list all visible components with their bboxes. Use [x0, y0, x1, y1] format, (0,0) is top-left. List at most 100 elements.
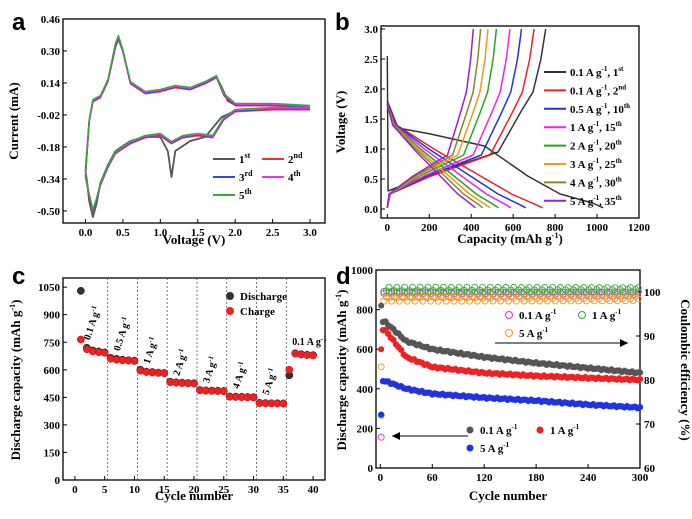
d-ytick-label: 1000 — [351, 265, 374, 277]
c-charge-point — [219, 387, 228, 396]
a-legend-label-base: 4 — [288, 172, 294, 184]
d-ce-point — [388, 288, 396, 295]
c-charge-point — [190, 379, 198, 388]
d-ce-point — [377, 433, 385, 441]
a-legend-label-sup: rd — [245, 169, 254, 178]
d-ce-legend-label: 1 A g-1 — [592, 308, 622, 322]
d-ce-point — [380, 287, 388, 295]
a-legend-label-base: 3 — [239, 172, 245, 184]
c-rate-label: 2 A g-1 — [170, 347, 191, 377]
b-legend-label-sup2: th — [616, 157, 622, 165]
d-capacity-legend-label: 1 A g-1 — [550, 423, 580, 437]
c-legend-marker — [226, 307, 234, 315]
b-legend-label-sup1: -1 — [593, 175, 599, 183]
a-y-axis-label: Current (mA) — [6, 82, 21, 159]
d-ce-point — [390, 293, 398, 301]
d-ce-legend-label: 5 A g-1 — [519, 326, 549, 340]
c-ytick-label: 0 — [55, 475, 61, 487]
c-xtick-label: 15 — [159, 484, 171, 496]
c-xtick-label: 0 — [72, 484, 78, 496]
d-y2tick-label: 100 — [644, 287, 661, 299]
b-legend-label-base: 0.1 A g — [570, 67, 602, 79]
b-charge-curve — [386, 28, 547, 192]
b-ytick-label: 1.5 — [364, 114, 378, 126]
c-charge-point — [285, 365, 294, 374]
d-ce-point — [634, 295, 642, 303]
a-xtick-label: 1.5 — [191, 227, 205, 239]
b-legend-label-sup1: -1 — [593, 157, 599, 165]
a-xtick-label: 0.0 — [79, 227, 93, 239]
b-legend-label: 3 A g-1, 25th — [570, 157, 622, 171]
b-legend-label-sup2: th — [616, 120, 622, 128]
a-legend-label-base: 2 — [288, 154, 294, 166]
a-legend-label-sup: th — [294, 169, 302, 178]
c-xtick-label: 20 — [189, 484, 201, 496]
d-capacity-legend-label-base: 5 A g — [480, 443, 504, 455]
b-legend-label-sup1: -1 — [593, 139, 599, 147]
a-xtick-label: 1.0 — [153, 227, 167, 239]
d-y2tick-label: 80 — [644, 375, 656, 387]
c-charge-point — [249, 393, 258, 402]
d-capacity-point — [378, 346, 385, 353]
d-ce-legend-marker — [505, 311, 513, 319]
c-rate-label: 0.5 A g-1 — [110, 315, 133, 352]
b-ytick-label: 0.5 — [364, 174, 378, 186]
a-legend-label: 2nd — [288, 151, 303, 166]
c-rate-label-sup: -1 — [176, 347, 186, 355]
b-legend-label-base: 4 A g — [570, 177, 594, 189]
b-x-axis-label: Capacity (mAh g-1) — [457, 231, 563, 246]
a-ytick-label: -0.18 — [37, 142, 60, 154]
d-capacity-legend-label-base: 0.1 A g — [480, 425, 512, 437]
b-discharge-curve — [386, 103, 512, 209]
d-ytick-label: 400 — [357, 384, 374, 396]
c-ytick-label: 150 — [44, 447, 61, 459]
c-rate-label-sup: -1 — [236, 360, 246, 368]
d-y2-axis-label: Coulombic efficiency (%) — [678, 299, 692, 441]
d-x-axis-label: Cycle number — [469, 488, 548, 503]
b-legend-label-sfx: , 35 — [599, 196, 616, 208]
a-frame — [62, 18, 326, 224]
c-rate-label-base: 2 A g — [172, 354, 189, 377]
b-charge-curve — [386, 28, 489, 208]
d-capacity-legend-label-sup: -1 — [511, 423, 517, 431]
d-capacity-point — [378, 411, 385, 418]
d-capacity-point — [636, 403, 644, 411]
a-ytick-label: 0.46 — [41, 14, 61, 26]
c-rate-label-sup: -1 — [321, 335, 327, 343]
c-ytick-label: 600 — [44, 365, 61, 377]
c-xtick-label: 30 — [248, 484, 260, 496]
c-legend-label: Charge — [240, 306, 275, 318]
b-legend-label-sfx: , 15 — [599, 122, 616, 134]
a-ytick-label: -0.34 — [37, 174, 60, 186]
panel-c-rate-capability-plot: 0 5 10 15 20 25 30 35 40 0 150 300 450 600 750 900 1050 C… — [8, 277, 327, 503]
c-rate-label: 4 A g-1 — [229, 360, 250, 390]
d-ytick-label: 600 — [357, 344, 374, 356]
d-ce-legend-label-base: 5 A g — [519, 328, 543, 340]
d-ce-point — [406, 293, 414, 301]
d-capacity-legend-marker — [466, 426, 474, 434]
d-xtick-label: 0 — [378, 472, 384, 484]
d-xtick-label: 240 — [580, 472, 597, 484]
b-legend-label: 2 A g-1, 20th — [570, 139, 622, 153]
d-y2tick-label: 70 — [644, 419, 656, 431]
d-ce-legend-marker — [505, 329, 513, 337]
c-xtick-label: 5 — [102, 484, 108, 496]
b-legend-label-base: 5 A g — [570, 196, 594, 208]
d-ce-point — [382, 293, 390, 301]
d-capacity-legend-label-sup: -1 — [503, 441, 509, 449]
a-x-axis-label: Voltage (V) — [163, 232, 226, 247]
a-legend-label-sup: nd — [294, 151, 303, 160]
c-rate-label-base: 4 A g — [231, 367, 248, 390]
c-xtick-label: 40 — [308, 484, 320, 496]
d-y-axis-label: Discharge capacity (mAh g-1) — [334, 290, 349, 451]
c-rate-label: 0.1 A g-1 — [292, 335, 327, 348]
b-x-axis-label-close: ) — [558, 231, 562, 246]
b-legend-label-sfx: , 20 — [599, 141, 616, 153]
a-ytick-label: 0.14 — [41, 78, 61, 90]
c-rate-label-base: 0.1 A g — [82, 311, 101, 342]
b-legend-label-sfx: , 30 — [599, 177, 616, 189]
d-ce-point — [377, 363, 385, 371]
panel-label-d: d — [336, 263, 351, 290]
d-capacity-point — [636, 369, 644, 376]
b-discharge-curve — [386, 103, 499, 209]
